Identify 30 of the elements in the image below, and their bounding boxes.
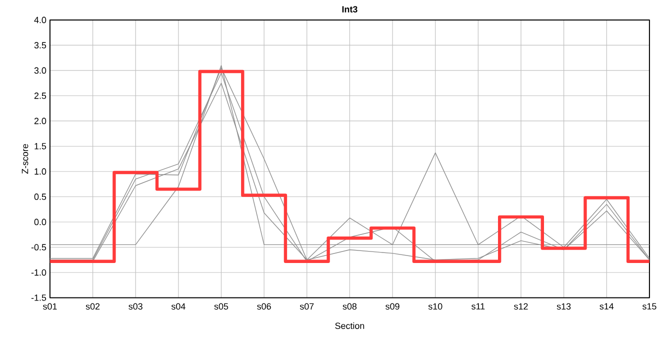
x-tick-label: s14	[600, 303, 614, 310]
x-tick-label: s03	[128, 303, 142, 310]
x-tick-label: s08	[342, 303, 357, 310]
y-tick-label: 3.5	[34, 42, 46, 49]
x-tick-label: s11	[472, 303, 485, 310]
y-tick-label: 0.5	[34, 194, 46, 200]
x-tick-label: s09	[386, 303, 400, 310]
y-tick-label: 4.0	[34, 16, 46, 24]
x-tick-label: s12	[514, 303, 528, 310]
x-tick-label: s06	[257, 303, 271, 310]
x-tick-label: s15	[642, 303, 656, 310]
x-tick-label: s10	[428, 303, 442, 310]
x-tick-label: s01	[42, 303, 57, 310]
y-tick-label: 2.0	[34, 118, 46, 124]
y-axis-title: Z-score	[22, 144, 28, 174]
x-tick-label: s13	[556, 303, 571, 310]
x-tick-label: s07	[300, 303, 314, 310]
x-tick-label: s05	[214, 303, 228, 310]
y-tick-label: 1.0	[34, 168, 46, 175]
y-tick-label: 2.5	[34, 92, 46, 100]
y-tick-label: 1.5	[34, 143, 46, 150]
y-tick-label: -1.5	[31, 294, 46, 302]
y-tick-label: 0.0	[34, 218, 46, 226]
y-tick-label: 3.0	[34, 67, 46, 74]
x-tick-label: s02	[86, 303, 100, 310]
x-tick-label: s04	[171, 303, 186, 310]
y-tick-label: -1.0	[31, 269, 46, 276]
chart-title: Int3	[342, 6, 358, 13]
y-tick-label: -0.5	[31, 244, 46, 251]
x-axis-title: Section	[335, 322, 364, 330]
